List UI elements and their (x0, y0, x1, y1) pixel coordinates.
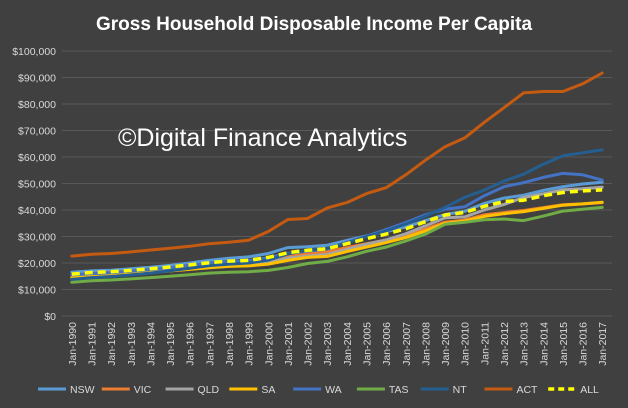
y-tick-label: $60,000 (18, 152, 56, 164)
x-tick-label: Jan-1993 (126, 322, 138, 366)
y-tick-label: $100,000 (12, 46, 56, 58)
y-tick-label: $70,000 (18, 126, 56, 138)
legend-label-nt: NT (453, 384, 468, 396)
legend-label-sa: SA (261, 384, 275, 396)
x-axis-ticks: Jan-1990 Jan-1991 Jan-1992 Jan-1993 Jan-1994… (67, 322, 609, 366)
legend-label-act: ACT (516, 384, 538, 396)
series-line-act (70, 71, 604, 258)
x-tick-label: Jan-1990 (67, 322, 79, 366)
legend-label-all: ALL (580, 384, 599, 396)
y-tick-label: $90,000 (18, 73, 56, 85)
x-tick-label: Jan-1992 (106, 322, 118, 366)
x-tick-label: Jan-2013 (519, 322, 531, 366)
x-tick-label: Jan-2004 (342, 322, 354, 366)
x-tick-label: Jan-1994 (145, 322, 157, 366)
legend-label-tas: TAS (389, 384, 409, 396)
x-tick-label: Jan-2015 (558, 322, 570, 366)
x-tick-label: Jan-1998 (224, 322, 236, 366)
x-tick-label: Jan-1991 (86, 322, 98, 366)
legend: NSW VIC QLD SA WA TAS NT ACT ALL (38, 384, 599, 396)
watermark-text: ©Digital Finance Analytics (118, 124, 407, 152)
x-tick-label: Jan-2007 (401, 322, 413, 366)
x-tick-label: Jan-2001 (283, 322, 295, 366)
x-tick-label: Jan-2017 (597, 322, 609, 366)
x-tick-label: Jan-1995 (165, 322, 177, 366)
y-tick-label: $50,000 (18, 179, 56, 191)
x-tick-label: Jan-2005 (361, 322, 373, 366)
x-tick-label: Jan-2003 (322, 322, 334, 366)
x-tick-label: Jan-2000 (263, 322, 275, 366)
x-tick-label: Jan-2016 (578, 322, 590, 366)
x-tick-label: Jan-2014 (538, 322, 550, 366)
x-tick-label: Jan-2006 (381, 322, 393, 366)
y-tick-label: $30,000 (18, 232, 56, 244)
series-line-tas (70, 205, 604, 284)
series-lines (70, 71, 604, 284)
y-tick-label: $40,000 (18, 205, 56, 217)
series-line-nsw (70, 180, 604, 274)
y-tick-label: $80,000 (18, 99, 56, 111)
series-line-vic (70, 201, 604, 277)
chart-title: Gross Household Disposable Income Per Ca… (96, 14, 532, 35)
legend-label-vic: VIC (134, 384, 152, 396)
y-axis-ticks: $0 $10,000 $20,000 $30,000 $40,000 $50,000 $60… (12, 46, 56, 323)
x-tick-label: Jan-2012 (499, 322, 511, 366)
y-tick-label: $10,000 (18, 285, 56, 297)
x-tick-label: Jan-2009 (440, 322, 452, 366)
legend-label-nsw: NSW (70, 384, 95, 396)
legend-label-qld: QLD (198, 384, 220, 396)
gridlines (62, 50, 612, 317)
y-tick-label: $20,000 (18, 258, 56, 270)
legend-label-wa: WA (325, 384, 342, 396)
x-tick-label: Jan-2010 (460, 322, 472, 366)
series-line-all (71, 188, 603, 276)
x-tick-label: Jan-1996 (185, 322, 197, 366)
x-tick-label: Jan-2002 (303, 322, 315, 366)
y-tick-label: $0 (44, 311, 56, 323)
x-tick-label: Jan-1999 (244, 322, 256, 366)
x-tick-label: Jan-1997 (204, 322, 216, 366)
x-tick-label: Jan-2011 (479, 322, 491, 365)
x-tick-label: Jan-2008 (420, 322, 432, 366)
